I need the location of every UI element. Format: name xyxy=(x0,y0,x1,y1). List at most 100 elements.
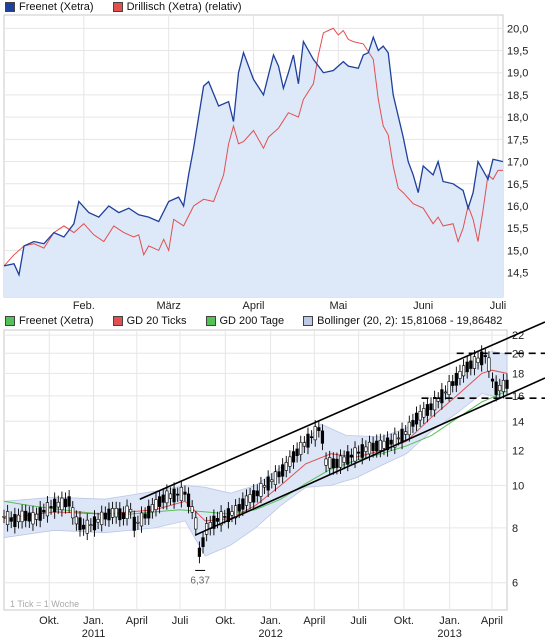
bottom-x-tick-label: Jan. xyxy=(439,615,460,627)
candle-body xyxy=(176,493,180,496)
candle-body xyxy=(63,498,68,508)
candle-body xyxy=(404,431,408,435)
bottom-y-tick-label: 16 xyxy=(512,391,524,403)
top-x-tick-label: Mai xyxy=(329,300,347,312)
candle-body xyxy=(96,519,100,523)
candle-body xyxy=(313,426,317,441)
bottom-x-tick-label: Okt. xyxy=(394,615,414,627)
candle-body xyxy=(154,499,158,510)
legend-item-bollinger[interactable]: Bollinger (20, 2): 15,81068 - 19,86482 xyxy=(303,315,502,327)
candle-body xyxy=(241,498,245,510)
candle-body xyxy=(255,490,259,497)
candle-body xyxy=(139,512,144,527)
drillisch-line xyxy=(3,27,503,267)
candle-body xyxy=(317,427,321,432)
candle-body xyxy=(259,483,263,497)
candle-body xyxy=(42,509,46,513)
candle-body xyxy=(78,517,82,531)
candle-body xyxy=(186,493,191,507)
candle-body xyxy=(324,458,328,466)
candle-body xyxy=(505,379,509,389)
bottom-y-tick-label: 18 xyxy=(512,368,524,380)
candle-body xyxy=(335,458,339,468)
top-x-tick-label: Juni xyxy=(413,300,433,312)
candle-body xyxy=(469,360,473,369)
candle-body xyxy=(143,513,147,519)
candle-body xyxy=(440,389,444,404)
candle-body xyxy=(458,371,462,379)
candle-body xyxy=(147,505,151,519)
candle-body xyxy=(136,521,140,524)
legend-label-gd200: GD 200 Tage xyxy=(219,315,285,327)
legend-item-freenet[interactable]: Freenet (Xetra) xyxy=(5,1,94,13)
candle-body xyxy=(165,490,169,504)
candle-body xyxy=(364,446,368,452)
candle-body xyxy=(172,488,176,503)
candle-body xyxy=(273,471,278,485)
candle-body xyxy=(454,372,458,386)
candle-body xyxy=(400,428,404,443)
candle-body xyxy=(194,517,198,530)
candle-body xyxy=(197,547,202,557)
candle-body xyxy=(24,510,28,521)
candle-body xyxy=(436,398,440,402)
tick-info-annotation: 1 Tick = 1 Woche xyxy=(10,599,79,609)
candle-body xyxy=(447,381,451,395)
candle-body xyxy=(223,516,227,518)
candle-body xyxy=(277,471,281,478)
candle-body xyxy=(367,441,372,455)
candle-body xyxy=(31,512,35,525)
candle-body xyxy=(16,514,21,523)
candle-body xyxy=(237,504,241,512)
top-x-tick-label: Feb. xyxy=(73,300,95,312)
candle-body xyxy=(100,511,104,525)
candle-body xyxy=(201,537,205,548)
candle-body xyxy=(393,433,397,448)
candle-body xyxy=(6,511,10,526)
top-y-tick-label: 15,5 xyxy=(507,223,528,235)
candle-body xyxy=(118,508,122,521)
candle-body xyxy=(451,381,455,386)
legend-item-gd200[interactable]: GD 200 Tage xyxy=(205,315,285,327)
candle-body xyxy=(9,517,13,522)
candle-body xyxy=(71,507,75,519)
bottom-y-tick-label: 8 xyxy=(512,523,518,535)
candle-body xyxy=(498,385,502,392)
legend-label-bollinger: Bollinger (20, 2): 15,81068 - 19,86482 xyxy=(317,315,503,327)
candle-body xyxy=(125,505,129,520)
candle-body xyxy=(353,447,357,462)
candle-body xyxy=(27,512,31,522)
bottom-x-tick-label: Okt. xyxy=(215,615,235,627)
candle-body xyxy=(60,497,64,511)
bottom-x-tick-label: April xyxy=(126,615,148,627)
legend-swatch-drillisch xyxy=(112,2,123,12)
legend-item-freenet-candles[interactable]: Freenet (Xetra) xyxy=(5,315,94,327)
candle-body xyxy=(346,451,350,465)
bottom-x-tick-label: April xyxy=(303,615,325,627)
candle-body xyxy=(103,512,107,520)
candle-body xyxy=(472,356,477,369)
legend-item-gd20[interactable]: GD 20 Ticks xyxy=(112,315,187,327)
candle-body xyxy=(302,442,306,447)
candle-body xyxy=(418,410,422,421)
candle-body xyxy=(487,357,491,372)
candle-body xyxy=(375,440,379,452)
bottom-year-label: 2011 xyxy=(82,628,106,640)
top-y-tick-label: 17,5 xyxy=(507,134,528,146)
top-y-tick-label: 19,5 xyxy=(507,46,528,58)
candle-body xyxy=(461,365,466,377)
top-y-tick-label: 16,5 xyxy=(507,179,528,191)
bottom-y-tick-label: 10 xyxy=(512,480,524,492)
legend-item-drillisch[interactable]: Drillisch (Xetra) (relativ) xyxy=(112,1,242,13)
top-y-tick-label: 18,5 xyxy=(507,90,528,102)
candle-body xyxy=(378,439,382,451)
bottom-x-tick-label: April xyxy=(481,615,503,627)
candle-body xyxy=(114,508,118,518)
candle-body xyxy=(338,455,343,468)
candle-body xyxy=(150,504,154,513)
top-y-tick-label: 14,5 xyxy=(507,268,528,280)
candle-body xyxy=(266,476,270,491)
candle-body xyxy=(129,509,133,513)
candle-body xyxy=(407,421,411,436)
candle-body xyxy=(501,379,505,392)
